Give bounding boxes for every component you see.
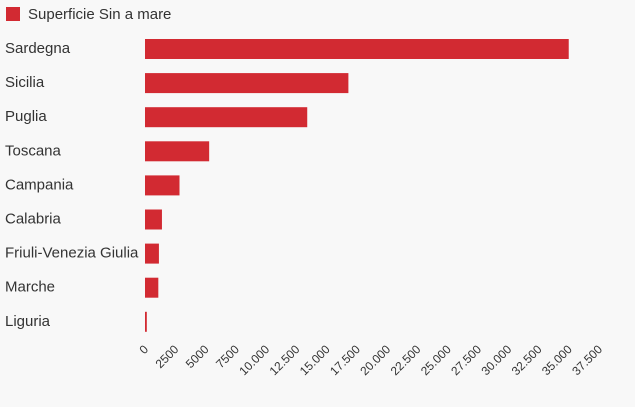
bar[interactable]: [145, 277, 159, 298]
x-tick-label: 12.500: [267, 342, 303, 378]
x-tick-label: 32.500: [509, 342, 545, 378]
category-label: Liguria: [5, 313, 51, 330]
x-tick-label: 5000: [183, 342, 212, 371]
category-label: Toscana: [5, 142, 62, 159]
bar[interactable]: [145, 73, 349, 94]
bar[interactable]: [145, 39, 569, 59]
bar[interactable]: [145, 243, 159, 264]
x-tick-label: 27.500: [448, 342, 484, 378]
x-tick-label: 20.000: [357, 342, 393, 378]
category-label: Friuli-Venezia Giulia: [5, 245, 139, 262]
x-tick-label: 0: [136, 342, 151, 357]
bar[interactable]: [145, 175, 180, 196]
category-labels: Sardegna Sicilia Puglia Toscana Campania Cala…: [5, 40, 139, 330]
x-tick-label: 17.500: [327, 342, 363, 378]
x-tick-label: 25.000: [418, 342, 454, 378]
category-label: Puglia: [5, 108, 47, 125]
bar[interactable]: [145, 141, 210, 162]
x-tick-label: 30.000: [478, 342, 514, 378]
category-label: Calabria: [5, 210, 62, 227]
legend-label: Superficie Sin a mare: [28, 5, 172, 23]
x-tick-label: 37.500: [569, 342, 605, 378]
category-label: Campania: [5, 176, 74, 193]
category-label: Sardegna: [5, 40, 71, 57]
category-label: Marche: [5, 279, 55, 296]
x-tick-label: 10.000: [236, 342, 272, 378]
bar[interactable]: [145, 311, 147, 332]
bar[interactable]: [145, 107, 308, 128]
x-tick-label: 15.000: [297, 342, 333, 378]
x-tick-label: 35.000: [539, 342, 575, 378]
bars: [145, 39, 569, 332]
legend: Superficie Sin a mare: [6, 5, 171, 23]
x-tick-label: 22.500: [388, 342, 424, 378]
legend-swatch: [6, 7, 20, 21]
category-label: Sicilia: [5, 74, 45, 91]
x-axis-tick-labels: 0 2500 5000 750010.00012.50015.00017.50020.…: [136, 342, 605, 378]
bar[interactable]: [145, 209, 162, 230]
x-tick-label: 2500: [153, 342, 182, 371]
